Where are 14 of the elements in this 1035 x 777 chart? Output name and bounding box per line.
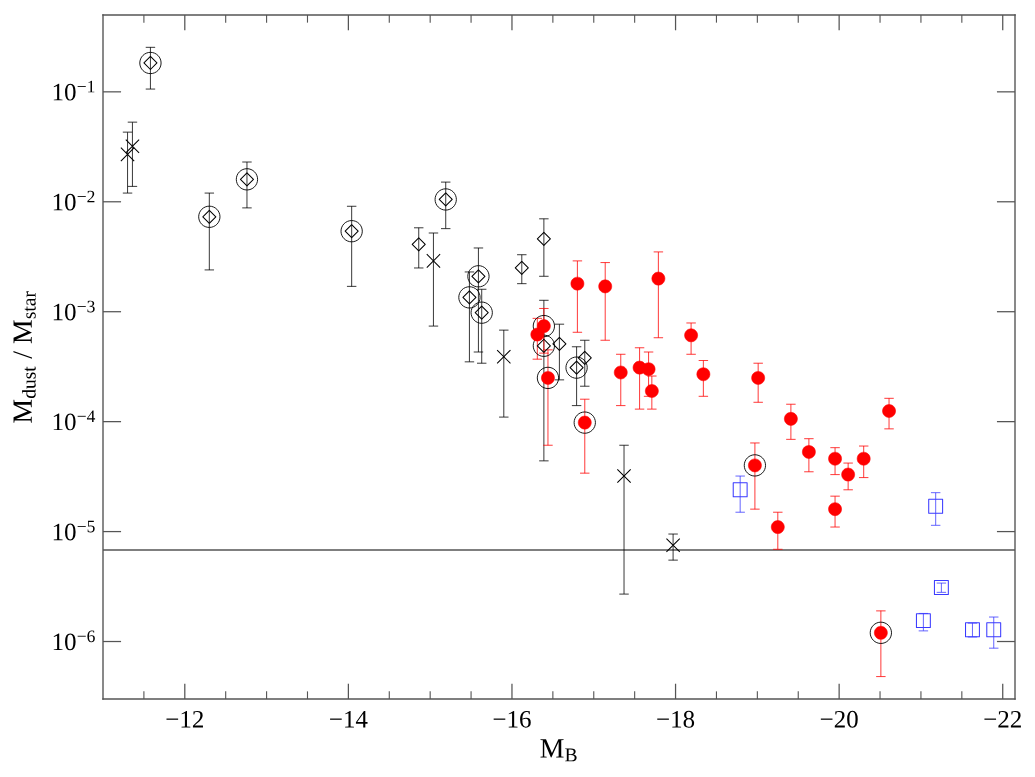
y-tick-label: 10$^{−1}$ [53, 80, 95, 101]
y-tick-label: 10$^{−4}$ [53, 410, 96, 431]
y-tick-label: 10$^{−5}$ [53, 520, 95, 541]
y-tick-label: 10$^{−2}$ [53, 190, 95, 211]
x-tick-label: −18 [657, 710, 695, 728]
x-tick-label: −22 [984, 710, 1021, 728]
x-axis-title: M$_{B}$ [540, 739, 577, 762]
x-tick-label: −12 [166, 710, 203, 728]
x-tick-label: −20 [820, 710, 858, 728]
y-tick-label: 10$^{−3}$ [53, 300, 95, 321]
y-axis-title: M$_{dust}$ / M$_{star}$ [13, 291, 36, 423]
x-tick-label: −16 [493, 710, 531, 728]
x-tick-label: −14 [330, 710, 368, 728]
y-tick-label: 10$^{−6}$ [53, 630, 95, 651]
